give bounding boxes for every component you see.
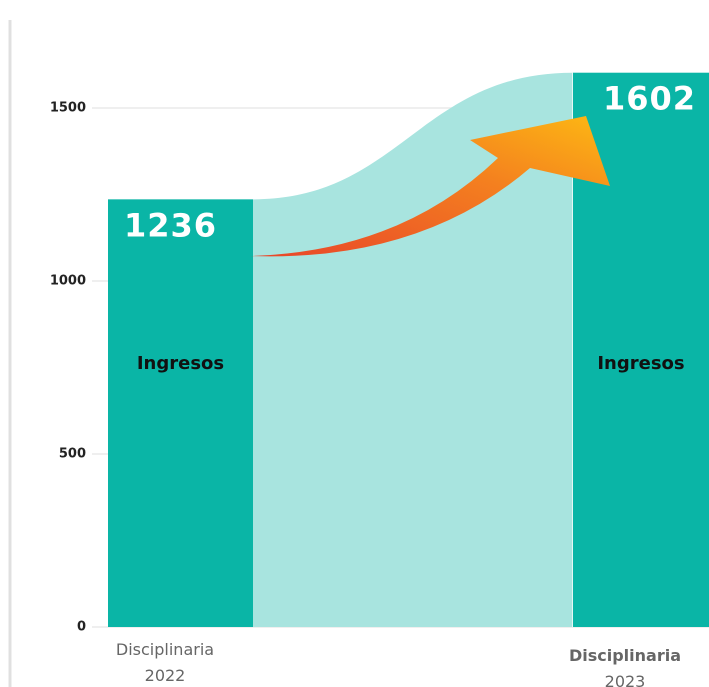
bar-label: Ingresos [137, 353, 224, 374]
y-tick-label: 1500 [50, 101, 86, 116]
connector-area [253, 72, 573, 627]
value-label: 1236 [124, 206, 217, 244]
y-tick-label: 1000 [50, 274, 86, 289]
y-tick-label: 0 [77, 620, 86, 635]
bar [108, 199, 253, 627]
growth-arrow [250, 116, 610, 257]
value-label: 1602 [603, 80, 696, 118]
y-tick-label: 500 [59, 447, 86, 462]
labels: 0 500 1000 1500 1236 Ingresos Disciplinaria 202… [50, 80, 696, 687]
x-tick-label: Disciplinaria 2022 [116, 640, 214, 685]
bar-label: Ingresos [597, 353, 684, 374]
bars [108, 72, 709, 627]
x-tick-label: Disciplinaria 2023 [569, 646, 681, 687]
